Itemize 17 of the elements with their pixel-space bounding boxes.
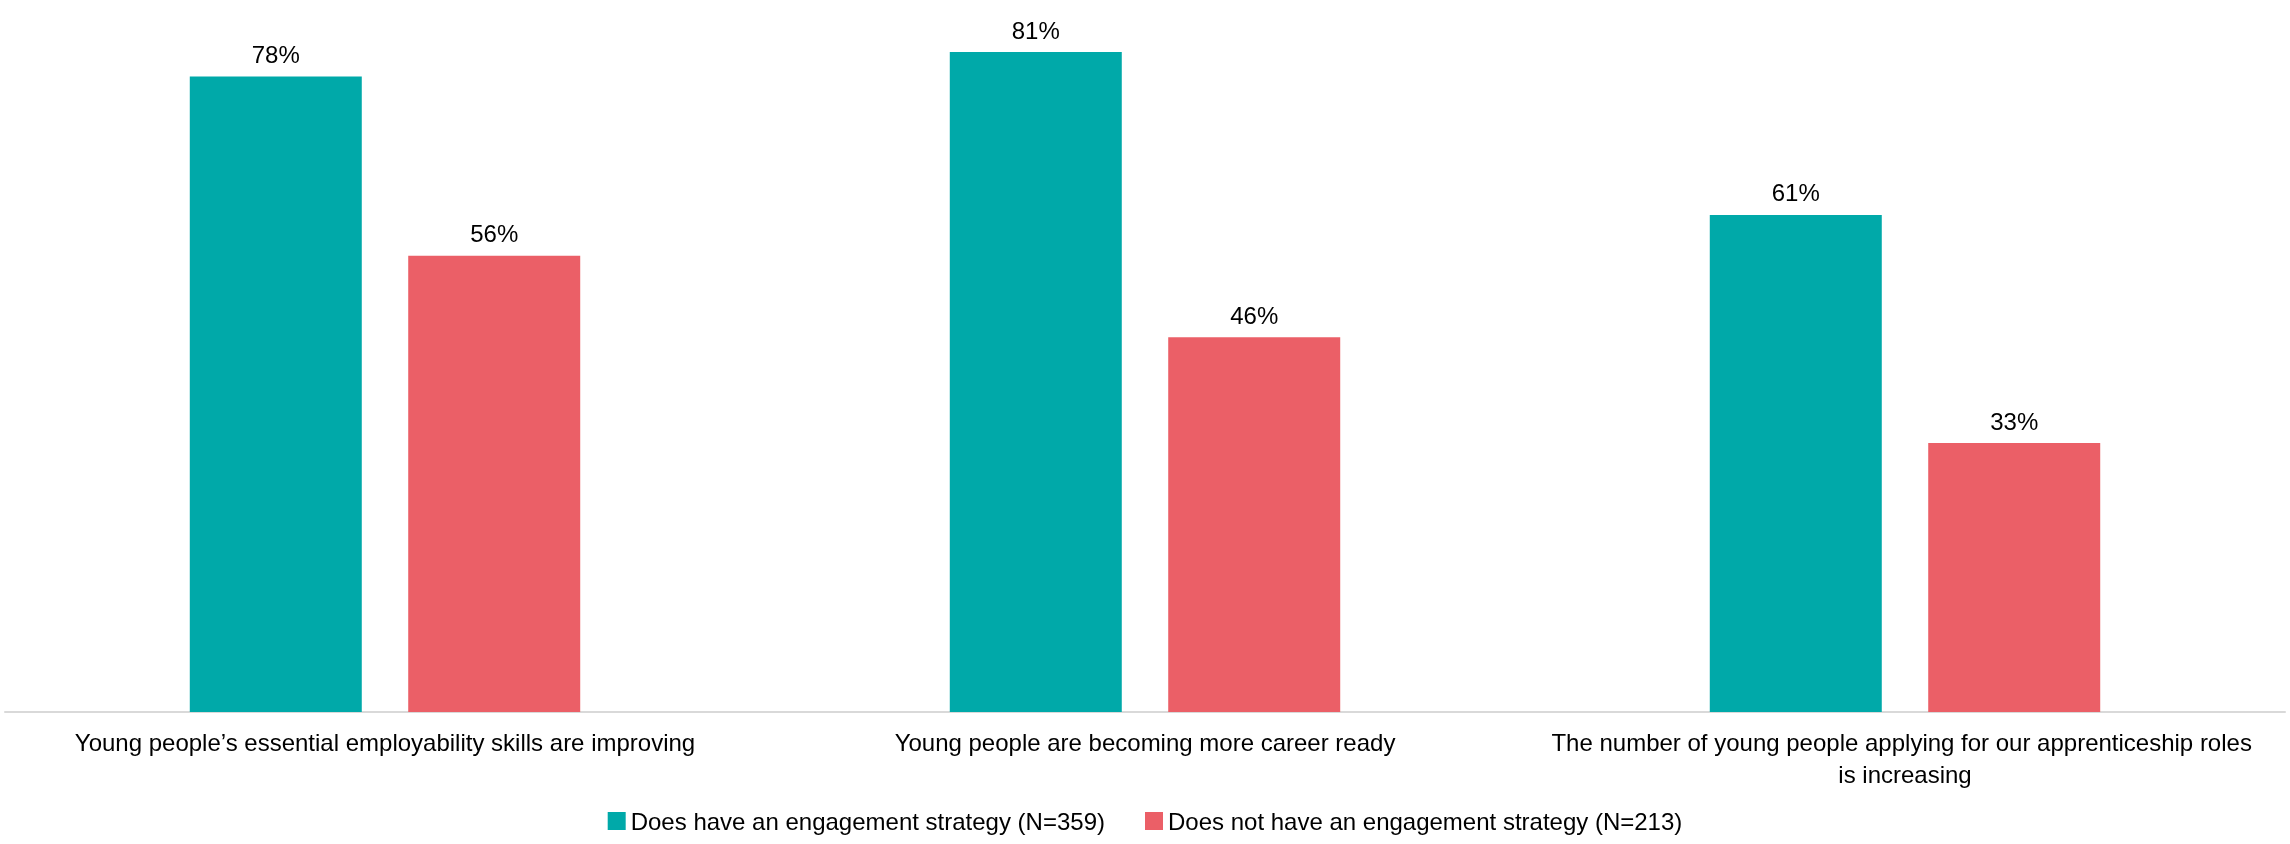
data-label: 81%	[1011, 16, 1060, 44]
bar	[408, 255, 581, 712]
legend-label: Does not have an engagement strategy (N=213)	[1167, 807, 1683, 835]
x-tick-label: Young people are becoming more career ready	[894, 728, 1396, 756]
bar	[1928, 443, 2101, 712]
x-tick-label: Young people’s essential employability skills are improving	[74, 728, 696, 756]
x-tick-label: The number of young people applying for our apprenticeship roles is increasing	[1551, 728, 2259, 788]
legend-label: Does have an engagement strategy (N=359)	[630, 807, 1105, 835]
bar	[1709, 214, 1882, 712]
data-label: 46%	[1230, 301, 1279, 329]
data-label: 33%	[1990, 407, 2039, 435]
bar	[949, 52, 1122, 712]
bar	[1168, 337, 1341, 712]
data-label: 78%	[251, 40, 300, 68]
bar	[189, 76, 362, 712]
data-label: 61%	[1771, 179, 1820, 207]
data-label: 56%	[470, 220, 519, 248]
